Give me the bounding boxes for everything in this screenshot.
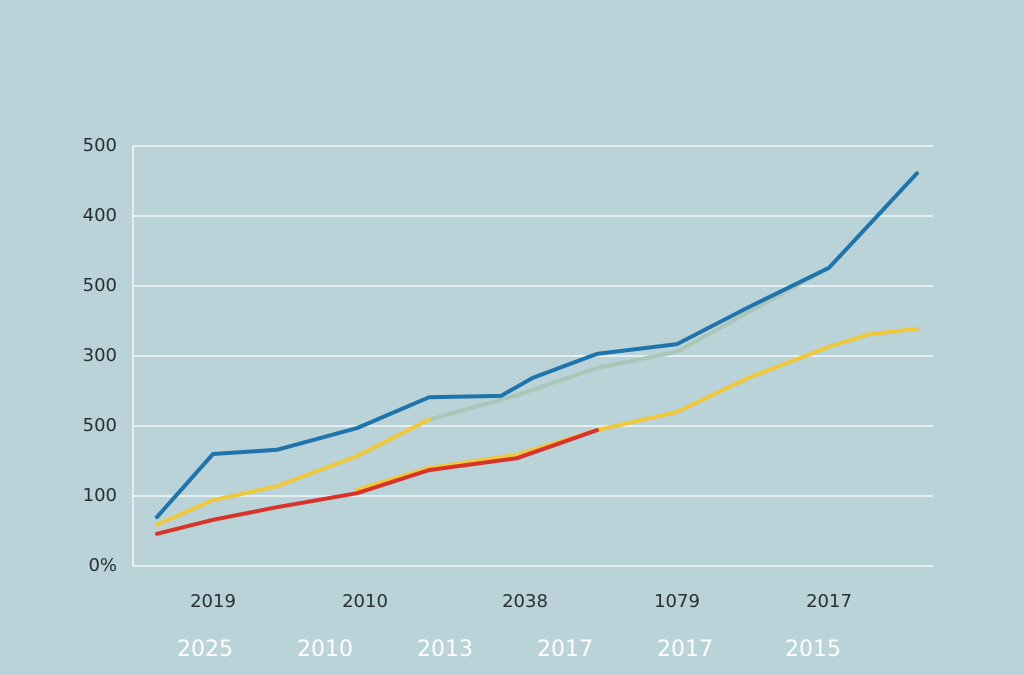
y-tick-label: 300 xyxy=(83,345,117,366)
y-tick-label: 100 xyxy=(83,485,117,506)
y-tick-label: 500 xyxy=(83,275,117,296)
line xyxy=(155,171,919,519)
x-tick-label: 2017 xyxy=(806,591,852,612)
x-tick-label: 1079 xyxy=(654,591,700,612)
y-tick-label: 500 xyxy=(83,135,117,156)
line xyxy=(155,417,431,527)
x-secondary-label: 2017 xyxy=(657,637,713,662)
x-secondary-label: 2010 xyxy=(297,637,353,662)
line xyxy=(355,326,919,492)
line xyxy=(155,428,599,536)
y-tick-label: 500 xyxy=(83,415,117,436)
x-tick-label: 2010 xyxy=(342,591,388,612)
y-tick-label: 0% xyxy=(88,555,117,576)
x-secondary-label: 2015 xyxy=(785,637,841,662)
x-secondary-label: 2017 xyxy=(537,637,593,662)
line xyxy=(427,270,823,422)
x-secondary-label: 2025 xyxy=(177,637,233,662)
x-secondary-label: 2013 xyxy=(417,637,473,662)
x-tick-label: 2019 xyxy=(190,591,236,612)
x-tick-label: 2038 xyxy=(502,591,548,612)
y-tick-label: 400 xyxy=(83,205,117,226)
